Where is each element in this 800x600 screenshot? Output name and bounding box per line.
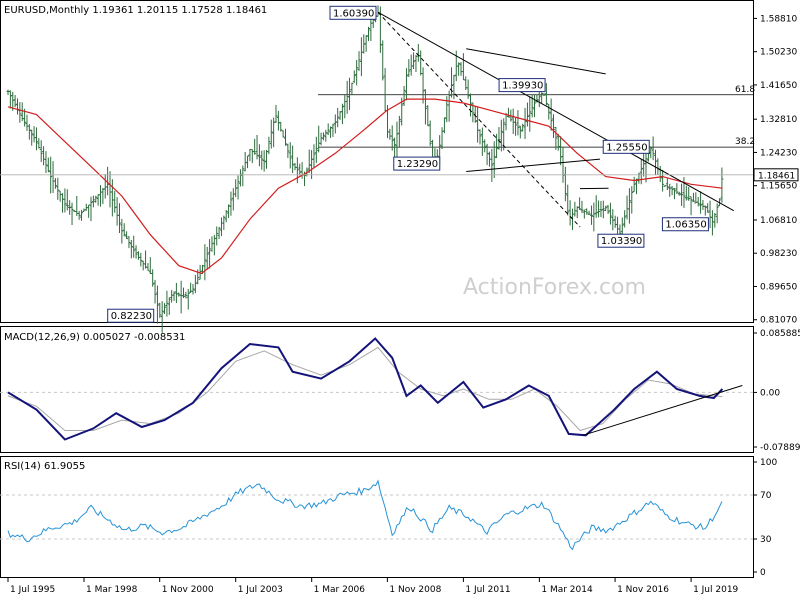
- price-callout-label: 0.82230: [111, 311, 152, 322]
- macd-axis-tick-label: -0.078894: [760, 443, 800, 453]
- fib-level-label: 61.8: [735, 85, 755, 95]
- macd-axis-tick-label: 0.00: [760, 388, 780, 398]
- trendline: [377, 11, 735, 212]
- rsi-axis-tick-label: 70: [760, 491, 772, 501]
- x-axis-tick-label: 1 Mar 1998: [86, 585, 138, 595]
- price-axis-tick-label: 1.15650: [760, 182, 797, 192]
- macd-trendline: [582, 385, 743, 436]
- macd-panel-frame: [0, 326, 754, 453]
- trendline: [466, 158, 601, 173]
- price-callout-label: 1.06350: [665, 220, 706, 231]
- x-axis-tick-label: 1 Nov 2008: [389, 585, 441, 595]
- rsi-plot: 100 70 30 0: [0, 458, 777, 578]
- rsi-axis-tick-label: 30: [760, 535, 772, 545]
- price-panel-frame: [0, 0, 754, 323]
- rsi-line: [7, 479, 723, 551]
- price-callout-box: [107, 308, 155, 323]
- x-axis: 1 Jul 1995 1 Mar 1998 1 Nov 2000 1 Jul 2003…: [7, 578, 739, 595]
- price-callout-label: 1.03390: [601, 236, 642, 247]
- price-axis-tick-label: 1.24230: [760, 148, 797, 158]
- price-chart-title: EURUSD,Monthly 1.19361 1.20115 1.17528 1…: [4, 5, 267, 16]
- x-axis-tick-label: 1 Nov 2016: [617, 585, 669, 595]
- price-callout-label: 1.39930: [502, 81, 543, 92]
- last-price-label: 1.18461: [758, 171, 795, 181]
- price-callout-label: 1.60390: [333, 8, 374, 19]
- x-axis-tick-label: 1 Nov 2000: [162, 585, 214, 595]
- trendline: [466, 48, 606, 75]
- macd-line: [7, 337, 724, 441]
- price-axis-tick-label: 1.06810: [760, 216, 797, 226]
- rsi-panel-frame: [0, 456, 754, 578]
- macd-signal-line: [7, 346, 723, 432]
- macd-axis-tick-label: 0.085885: [760, 329, 800, 339]
- moving-average-line: [7, 98, 723, 275]
- price-callout-label: 1.25550: [606, 142, 647, 153]
- price-callout-box: [602, 139, 650, 154]
- price-axis-tick-label: 1.32810: [760, 115, 797, 125]
- price-plot: 61.8 38.2 1.18461 1.60390 1.39930 1.25550 1.23…: [0, 5, 799, 333]
- x-axis-tick-label: 1 Jul 1995: [10, 585, 55, 595]
- x-axis-tick-label: 1 Jul 2003: [238, 585, 283, 595]
- x-axis-tick-label: 1 Mar 2014: [541, 585, 593, 595]
- price-axis-tick-label: 0.98230: [760, 249, 797, 259]
- rsi-axis-tick-label: 0: [760, 568, 766, 578]
- price-axis-tick-label: 1.58810: [760, 14, 797, 24]
- price-axis-tick-label: 1.41650: [760, 81, 797, 91]
- x-axis-tick-label: 1 Mar 2006: [314, 585, 366, 595]
- price-callout-box: [597, 233, 645, 248]
- macd-plot: 0.085885 0.00 -0.078894: [0, 329, 800, 453]
- price-axis-tick-label: 0.89650: [760, 282, 797, 292]
- price-axis-tick-label: 0.81070: [760, 316, 797, 326]
- x-axis-tick-label: 1 Jul 2011: [465, 585, 510, 595]
- rsi-axis-tick-label: 100: [760, 458, 777, 468]
- price-callout-box: [329, 5, 377, 20]
- x-axis-tick-label: 1 Jul 2019: [693, 585, 738, 595]
- price-axis-tick-label: 1.50230: [760, 48, 797, 58]
- rsi-chart-title: RSI(14) 61.9055: [4, 461, 85, 472]
- last-price-box: [753, 168, 799, 182]
- trendline: [377, 11, 581, 228]
- price-callout-box: [498, 78, 546, 93]
- price-callout-label: 1.23290: [397, 159, 438, 170]
- price-callout-box: [393, 156, 441, 171]
- watermark: ActionForex.com: [463, 275, 646, 300]
- price-callout-box: [661, 217, 709, 232]
- fib-level-label: 38.2: [735, 137, 755, 147]
- macd-chart-title: MACD(12,26,9) 0.005027 -0.008531: [4, 332, 185, 343]
